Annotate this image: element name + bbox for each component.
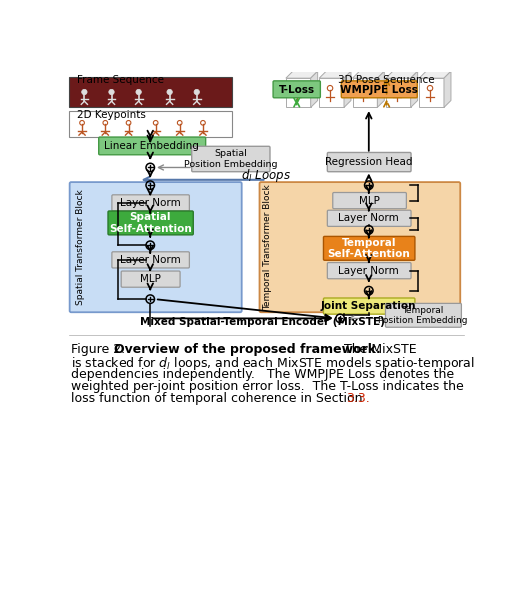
Polygon shape: [411, 71, 418, 107]
Polygon shape: [319, 78, 344, 107]
Text: Temporal
Position Embedding: Temporal Position Embedding: [379, 305, 468, 325]
Text: Layer Norm: Layer Norm: [120, 198, 180, 208]
Text: Spatial
Self-Attention: Spatial Self-Attention: [109, 212, 192, 234]
Text: 3.3.: 3.3.: [346, 392, 370, 406]
FancyBboxPatch shape: [112, 252, 189, 268]
FancyBboxPatch shape: [259, 182, 460, 312]
Text: Overview of the proposed framework.: Overview of the proposed framework.: [114, 343, 381, 356]
Text: T-Loss: T-Loss: [279, 85, 315, 95]
FancyBboxPatch shape: [327, 263, 411, 279]
Polygon shape: [386, 78, 411, 107]
Text: Joint Separation: Joint Separation: [321, 301, 417, 311]
Text: Regression Head: Regression Head: [325, 157, 412, 167]
Circle shape: [136, 89, 141, 95]
Circle shape: [167, 89, 172, 95]
FancyBboxPatch shape: [327, 210, 411, 226]
FancyBboxPatch shape: [385, 304, 461, 327]
Text: WMPJPE Loss: WMPJPE Loss: [340, 85, 418, 95]
FancyBboxPatch shape: [99, 137, 206, 155]
FancyBboxPatch shape: [108, 211, 193, 235]
Text: dependencies independently.   The WMPJPE Loss denotes the: dependencies independently. The WMPJPE L…: [71, 368, 454, 380]
Polygon shape: [378, 71, 384, 107]
FancyBboxPatch shape: [273, 81, 320, 98]
FancyBboxPatch shape: [327, 152, 411, 172]
Text: Figure 2.: Figure 2.: [71, 343, 125, 356]
Circle shape: [109, 89, 114, 95]
Polygon shape: [386, 71, 418, 78]
Text: is stacked for $d_l$ loops, and each MixSTE models spatio-temporal: is stacked for $d_l$ loops, and each Mix…: [71, 355, 475, 373]
Bar: [69, 77, 231, 107]
Text: Mixed Spatial-Temporal Encoder (MixSTE): Mixed Spatial-Temporal Encoder (MixSTE): [140, 317, 385, 327]
Text: 3D Pose Sequence: 3D Pose Sequence: [339, 75, 435, 85]
FancyBboxPatch shape: [323, 298, 415, 314]
Polygon shape: [419, 71, 451, 78]
Text: 2D Keypoints: 2D Keypoints: [76, 110, 146, 120]
FancyBboxPatch shape: [323, 236, 415, 260]
Text: Layer Norm: Layer Norm: [339, 266, 399, 275]
Polygon shape: [344, 71, 351, 107]
Polygon shape: [319, 71, 351, 78]
FancyBboxPatch shape: [341, 81, 417, 98]
Text: Spatial
Position Embedding: Spatial Position Embedding: [184, 149, 278, 169]
Polygon shape: [310, 71, 318, 107]
Text: Frame Sequence: Frame Sequence: [76, 75, 164, 85]
Polygon shape: [286, 71, 318, 78]
Text: MLP: MLP: [140, 274, 161, 284]
Text: Temporal Transformer Block: Temporal Transformer Block: [264, 185, 272, 310]
Text: Layer Norm: Layer Norm: [339, 213, 399, 223]
Circle shape: [194, 89, 200, 95]
Polygon shape: [444, 71, 451, 107]
Polygon shape: [353, 78, 378, 107]
FancyBboxPatch shape: [112, 195, 189, 211]
Text: Linear Embedding: Linear Embedding: [105, 141, 199, 151]
Polygon shape: [353, 71, 384, 78]
FancyBboxPatch shape: [192, 146, 270, 172]
Text: $d_l$ Loops: $d_l$ Loops: [241, 167, 292, 184]
Text: loss function of temporal coherence in Section: loss function of temporal coherence in S…: [71, 392, 367, 406]
FancyBboxPatch shape: [333, 193, 407, 209]
Text: The MixSTE: The MixSTE: [340, 343, 417, 356]
Text: Spatial Transformer Block: Spatial Transformer Block: [76, 190, 85, 305]
Text: Layer Norm: Layer Norm: [120, 255, 180, 265]
Bar: [69, 111, 231, 137]
FancyBboxPatch shape: [121, 271, 180, 287]
Circle shape: [82, 89, 87, 95]
Text: Temporal
Self-Attention: Temporal Self-Attention: [328, 238, 410, 259]
Text: MLP: MLP: [359, 196, 380, 206]
FancyBboxPatch shape: [70, 182, 242, 312]
Polygon shape: [419, 78, 444, 107]
Polygon shape: [286, 78, 310, 107]
Text: weighted per-joint position error loss.  The T-Loss indicates the: weighted per-joint position error loss. …: [71, 380, 464, 393]
